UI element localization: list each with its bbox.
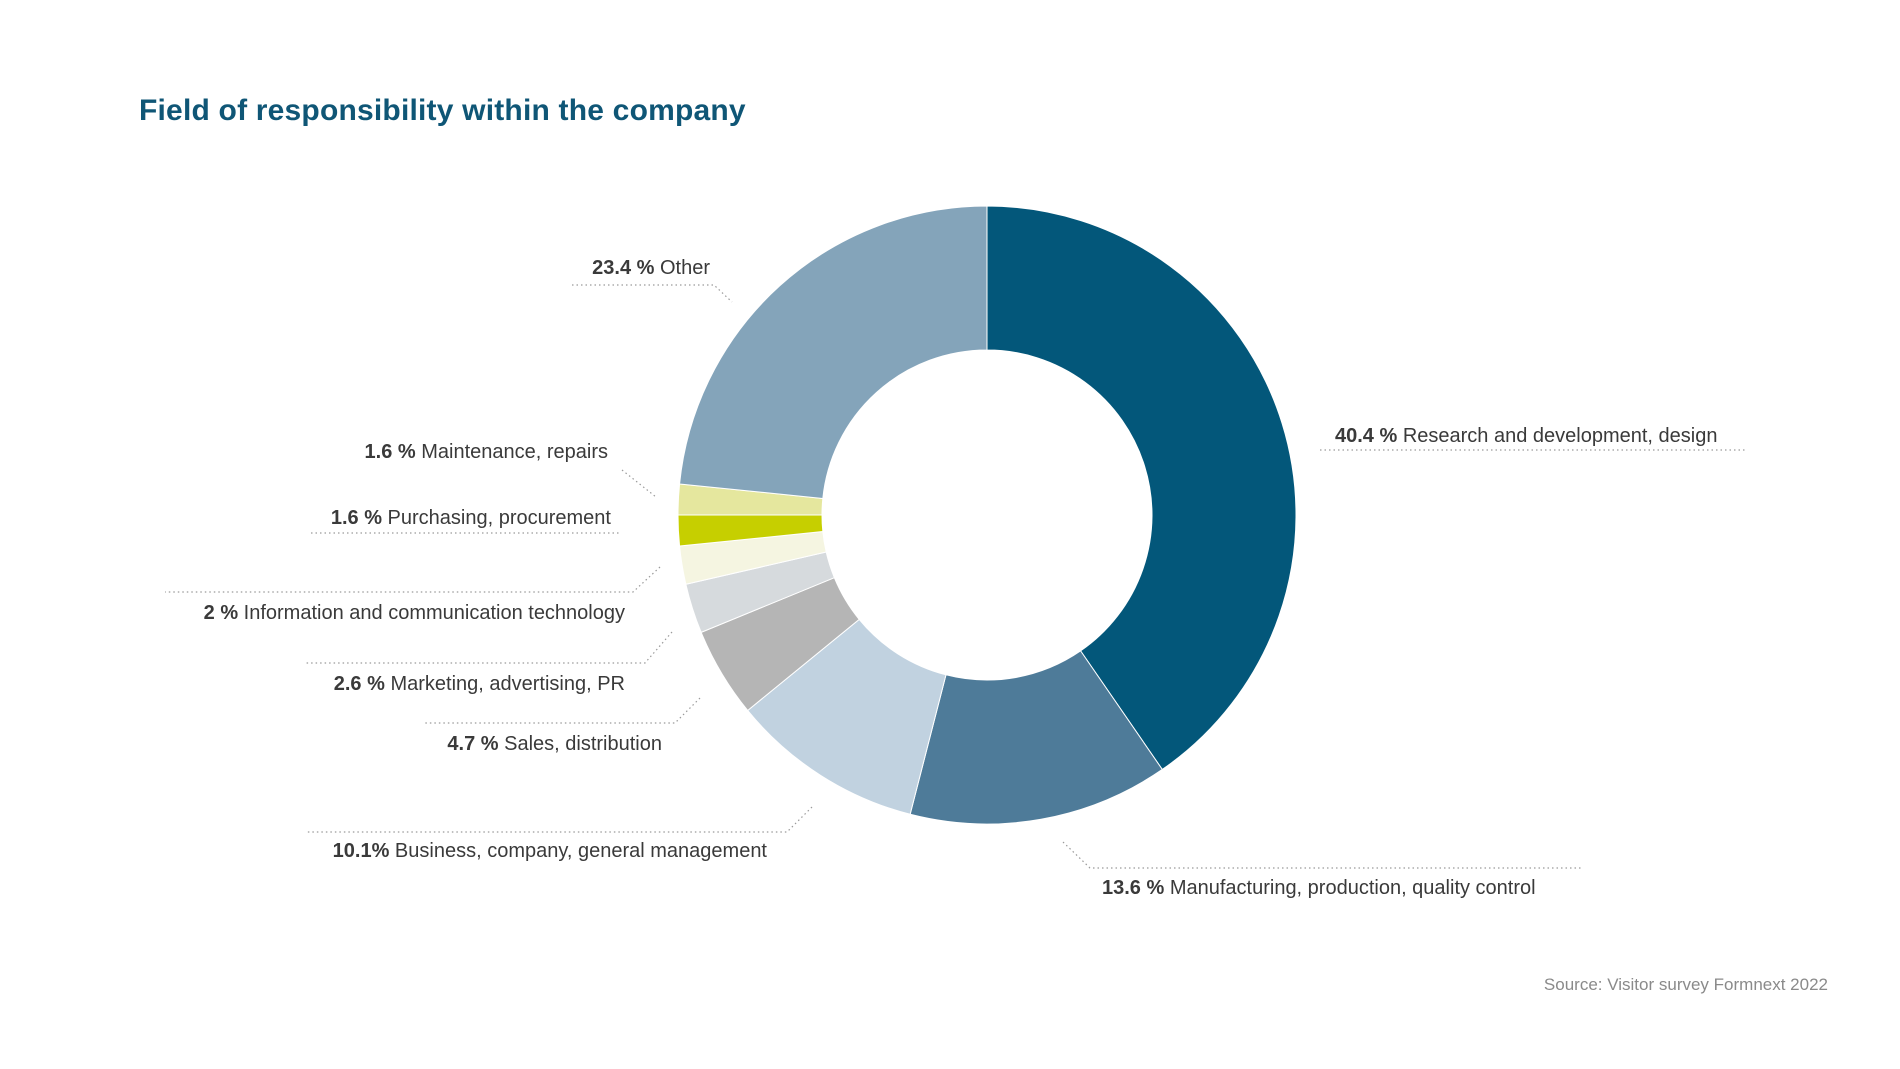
slice-label-3: 4.7 % Sales, distribution [447,733,662,755]
slice-value-2: 10.1% [333,840,390,862]
chart-title: Field of responsibility within the compa… [139,94,746,127]
donut-slice-0 [986,205,1297,771]
slice-label-2: 10.1% Business, company, general managem… [333,840,768,862]
slice-label-7: 1.6 % Maintenance, repairs [365,441,608,463]
slice-value-0: 40.4 % [1335,425,1397,447]
donut-slice-1 [909,650,1163,825]
slice-label-4: 2.6 % Marketing, advertising, PR [334,673,625,695]
slice-value-3: 4.7 % [447,733,498,755]
leader-line-7 [621,469,657,498]
slice-category-4: Marketing, advertising, PR [385,673,625,695]
leader-line-2 [305,806,813,833]
slice-value-7: 1.6 % [365,441,416,463]
slice-category-6: Purchasing, procurement [382,507,611,529]
slice-category-0: Research and development, design [1397,425,1717,447]
slice-category-8: Other [654,257,710,279]
leader-line-8 [572,284,733,303]
leader-line-1 [1062,841,1582,869]
source-note: Source: Visitor survey Formnext 2022 [1543,975,1828,994]
leader-line-5 [165,566,661,593]
slice-category-5: Information and communication technology [238,602,625,624]
leader-line-4 [305,631,673,664]
slice-label-0: 40.4 % Research and development, design [1335,425,1717,447]
donut-slice-8 [679,205,988,499]
slice-category-1: Manufacturing, production, quality contr… [1164,877,1535,899]
slice-value-5: 2 % [204,602,239,624]
slice-label-8: 23.4 % Other [592,257,710,279]
slice-value-1: 13.6 % [1102,877,1164,899]
slice-category-3: Sales, distribution [499,733,662,755]
slice-label-6: 1.6 % Purchasing, procurement [331,507,612,529]
slice-label-1: 13.6 % Manufacturing, production, qualit… [1102,877,1536,899]
leader-line-3 [425,697,701,724]
slice-category-2: Business, company, general management [389,840,767,862]
slice-category-7: Maintenance, repairs [416,441,608,463]
slice-value-6: 1.6 % [331,507,382,529]
slice-value-4: 2.6 % [334,673,385,695]
slice-value-8: 23.4 % [592,257,654,279]
slice-label-5: 2 % Information and communication techno… [204,602,625,624]
